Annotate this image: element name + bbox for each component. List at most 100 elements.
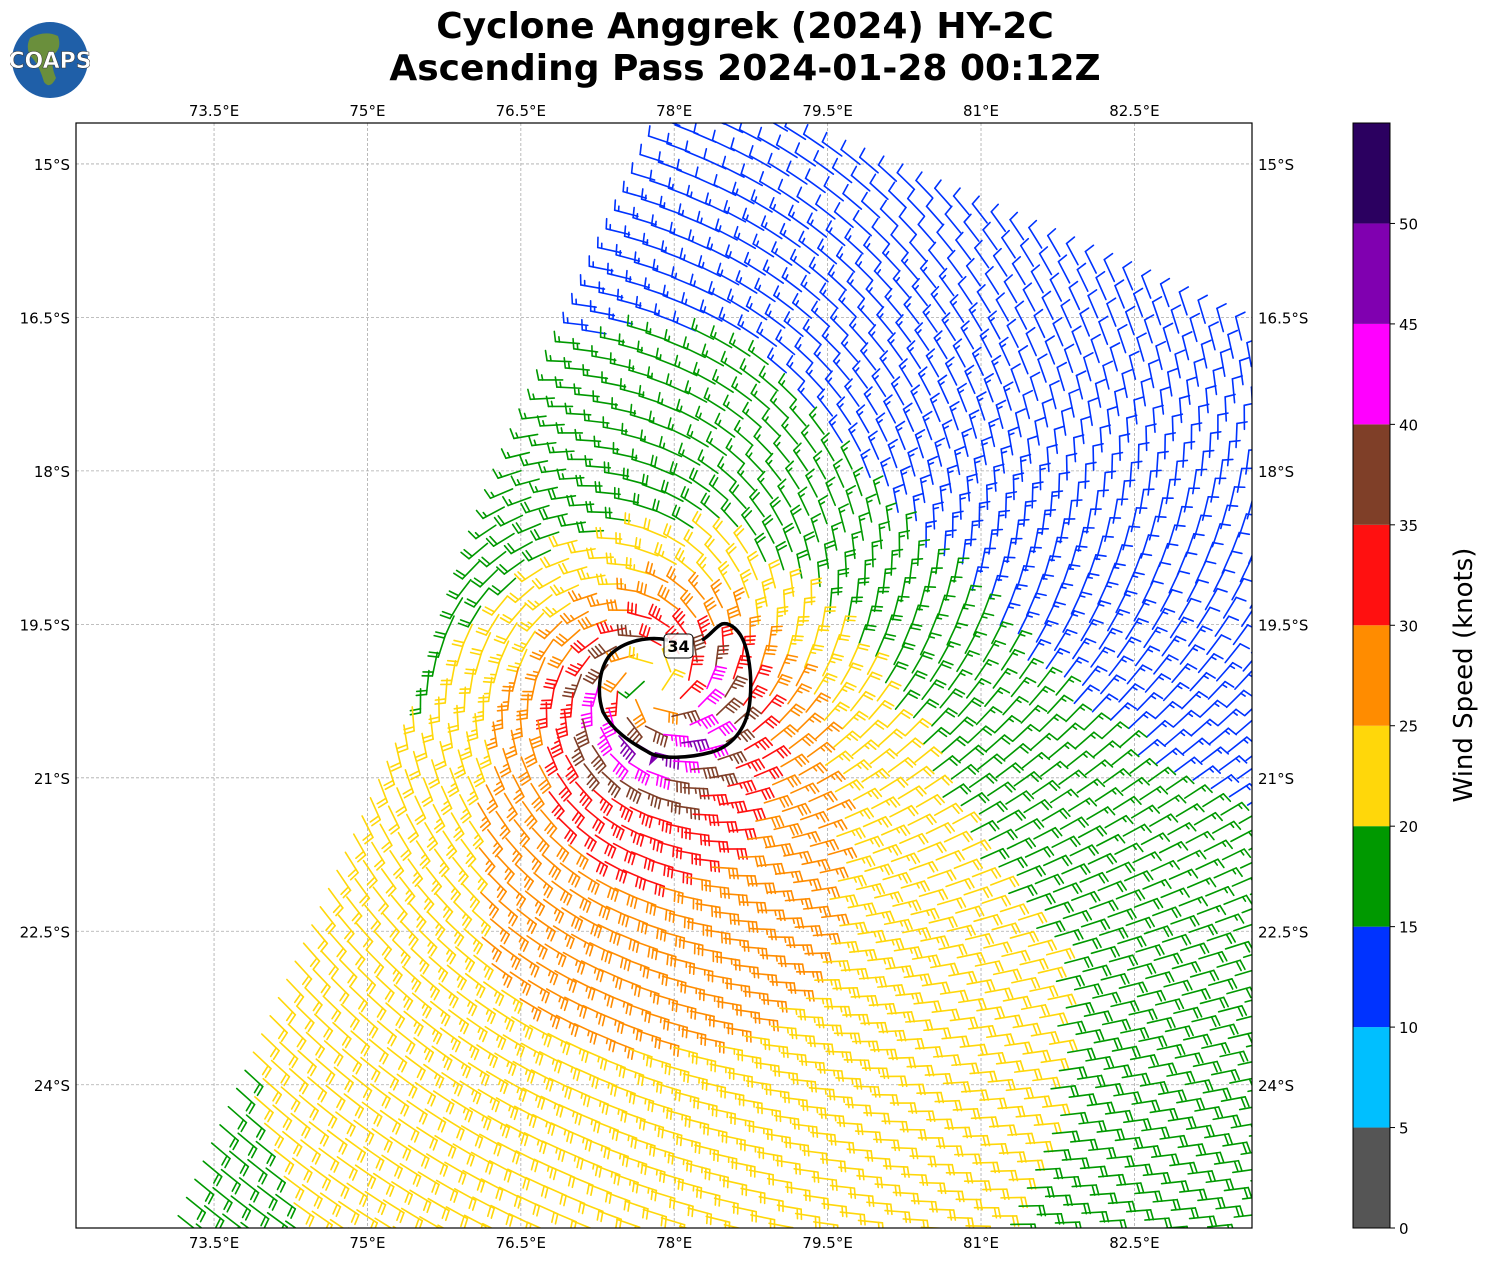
wind-barb: [903, 296, 920, 325]
barb-full: [961, 427, 973, 434]
barb-full: [1202, 449, 1215, 453]
barb-half: [842, 447, 848, 452]
barb-full: [1048, 732, 1059, 741]
wind-barb: [769, 391, 789, 419]
barb-full: [812, 450, 823, 459]
barb-half: [736, 666, 744, 669]
wind-barb: [797, 712, 825, 731]
barb-half: [889, 339, 895, 345]
wind-barb: [1102, 470, 1117, 498]
barb-half: [677, 361, 681, 368]
wind-barb: [1137, 738, 1166, 756]
wind-barb: [1061, 863, 1091, 875]
wind-barb: [964, 364, 976, 395]
barb-full: [887, 332, 896, 342]
barb-half: [1267, 841, 1270, 845]
barb-half: [757, 284, 762, 291]
barb-half: [796, 689, 803, 694]
wind-barb: [831, 681, 857, 704]
wind-barb: [887, 438, 898, 469]
barb-half: [1056, 651, 1064, 655]
barb-full: [1087, 397, 1099, 403]
wind-barb: [1197, 294, 1208, 324]
barb-half: [640, 346, 643, 354]
wind-barb: [1025, 326, 1037, 357]
barb-half: [819, 395, 825, 401]
barb-full: [683, 529, 690, 540]
barb-half: [981, 615, 988, 619]
barb-half: [854, 473, 861, 478]
barb-full: [824, 676, 836, 682]
barb-full: [1178, 394, 1191, 400]
barb-full: [516, 713, 529, 717]
wind-barb: [813, 672, 838, 695]
wind-barb: [628, 645, 654, 665]
barb-full: [717, 648, 729, 652]
barb-half: [698, 412, 702, 419]
wind-barb: [576, 521, 605, 533]
barb-full: [752, 233, 758, 245]
wind-barb: [749, 488, 765, 518]
barb-half: [1052, 716, 1059, 721]
wind-barb: [1262, 661, 1287, 679]
barb-half: [588, 460, 592, 468]
wind-barb: [1165, 478, 1182, 505]
barb-full: [1231, 375, 1243, 380]
barb-full: [926, 701, 937, 709]
wind-barb: [892, 269, 910, 298]
wind-barb: [805, 468, 818, 498]
wind-barb: [1228, 782, 1252, 798]
wind-barb: [830, 521, 842, 551]
wind-barb: [1223, 894, 1252, 906]
barb-half: [646, 239, 649, 246]
wind-barb: [565, 448, 593, 461]
barb-full: [712, 517, 721, 528]
barb-staff: [711, 139, 735, 152]
barb-half: [1068, 678, 1075, 683]
wind-barb: [981, 894, 1012, 907]
barb-full: [775, 540, 786, 548]
wind-barb: [949, 401, 960, 431]
barb-half: [570, 614, 575, 621]
barb-full: [1021, 630, 1033, 635]
barb-staff: [1212, 369, 1218, 396]
barb-full: [1247, 940, 1252, 950]
barb-full: [693, 361, 698, 374]
wind-barb: [1114, 842, 1144, 855]
barb-full: [952, 691, 963, 698]
barb-half: [1052, 604, 1060, 608]
wind-barb: [617, 680, 645, 699]
wind-barb: [1103, 252, 1116, 283]
barb-full: [786, 654, 799, 658]
barb-half: [914, 284, 920, 291]
barb-full: [620, 624, 624, 637]
barb-staff: [1173, 460, 1179, 487]
barb-full: [531, 743, 543, 749]
wind-barb: [1122, 823, 1152, 837]
barb-half: [887, 846, 892, 853]
wind-barb: [753, 766, 784, 780]
barb-full: [634, 537, 638, 549]
wind-barb: [1189, 671, 1216, 692]
barb-staff: [858, 156, 879, 174]
barb-full: [1109, 342, 1121, 349]
wind-barb: [1136, 332, 1147, 362]
barb-full: [982, 887, 990, 899]
barb-full: [737, 314, 743, 326]
wind-barb: [728, 332, 751, 357]
wind-barb: [868, 699, 895, 720]
wind-barb: [699, 299, 723, 322]
barb-full: [803, 531, 815, 538]
wind-barb: [965, 257, 982, 287]
barb-full: [657, 391, 661, 404]
barb-full: [649, 169, 653, 182]
wind-barb: [827, 264, 847, 291]
barb-staff: [1234, 969, 1252, 977]
wind-barb: [1120, 479, 1136, 506]
wind-barb: [961, 427, 973, 457]
barb-half: [859, 305, 865, 311]
wind-barb: [632, 698, 647, 729]
barb-full: [989, 593, 1002, 597]
barb-full: [898, 529, 911, 534]
